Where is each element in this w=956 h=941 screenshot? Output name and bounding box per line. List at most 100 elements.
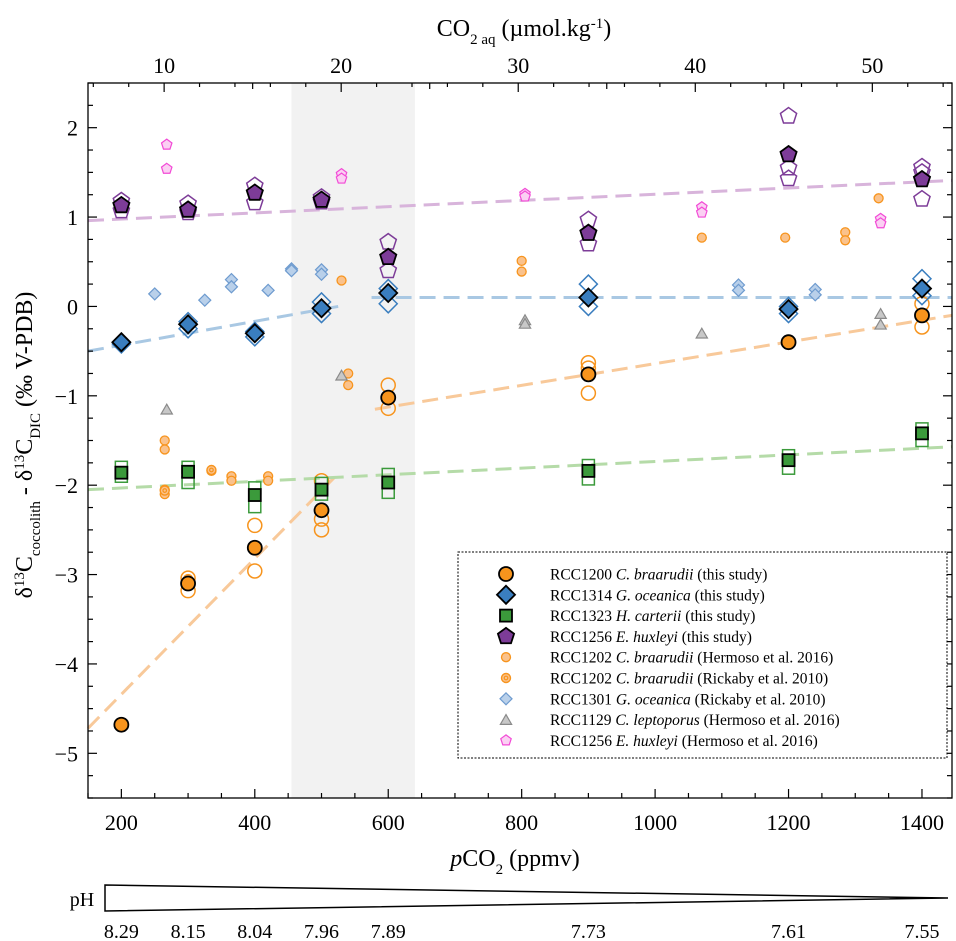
legend-marker	[498, 566, 514, 582]
legend-label: RCC1202 C. braarudii (Rickaby et al. 201…	[550, 671, 828, 688]
replicate-point	[247, 563, 263, 579]
top-axis-title: CO2 aq (µmol.kg-1)	[437, 16, 611, 48]
replicate-point	[578, 274, 599, 295]
top-tick-label: 40	[684, 53, 706, 78]
y-axis-title: δ13Ccoccolith - δ13CDIC (‰ V-PDB)	[12, 292, 44, 599]
data-point	[334, 369, 349, 381]
data-point	[808, 287, 823, 302]
replicate-point	[579, 234, 598, 252]
legend-marker	[499, 713, 513, 725]
x-tick-label: 1000	[633, 810, 677, 835]
trend-line-braarudii-low	[86, 472, 340, 730]
x-tick-label: 1200	[767, 810, 811, 835]
trend-lines	[86, 178, 953, 730]
data-point	[336, 275, 347, 286]
legend-marker	[496, 626, 516, 645]
y-tick-label: −4	[55, 652, 78, 677]
replicates-RCC1200	[180, 296, 930, 599]
mean-point	[912, 169, 932, 188]
legend-label: RCC1323 H. carterii (this study)	[550, 608, 755, 625]
legend-label: RCC1200 C. braarudii (this study)	[550, 567, 767, 584]
mean-point	[579, 223, 598, 241]
x-tick-label: 1400	[900, 810, 944, 835]
mean-point	[312, 190, 331, 208]
ph-value: 7.96	[304, 921, 339, 941]
data-point	[261, 283, 275, 298]
ph-value: 7.73	[571, 921, 606, 941]
mean-point	[245, 183, 264, 201]
ph-value: 7.89	[371, 921, 406, 941]
data-point	[731, 283, 746, 298]
replicate-point	[580, 385, 597, 401]
means-RCC1256	[112, 144, 932, 266]
replicate-point	[248, 499, 262, 514]
mean-point	[581, 463, 596, 478]
data-point	[147, 287, 162, 301]
mean-point	[246, 539, 263, 556]
mean-point	[911, 278, 933, 299]
ph-wedge	[104, 884, 949, 912]
series-RCC1202-small-circle	[159, 193, 884, 500]
legend-label: RCC1256 E. huxleyi (Hermoso et al. 2016)	[550, 733, 818, 750]
data-point	[518, 317, 532, 329]
legend: RCC1200 C. braarudii (this study) RCC1314…	[457, 551, 948, 759]
y-tick-label: 1	[67, 205, 78, 230]
legend-label: RCC1256 E. huxleyi (this study)	[550, 629, 752, 646]
data-point	[516, 266, 527, 277]
mean-point	[181, 464, 195, 479]
data-point	[873, 307, 888, 319]
legend-marker	[499, 691, 513, 706]
replicate-point	[313, 522, 330, 538]
ph-values: 8.29 8.15 8.04 7.96 7.89 7.73 7.61 7.55	[104, 921, 940, 941]
ph-value: 8.15	[171, 921, 206, 941]
mean-point	[314, 482, 329, 497]
mean-point	[377, 282, 399, 304]
mean-point	[112, 195, 131, 214]
mean-point	[915, 426, 929, 441]
data-point	[780, 232, 791, 243]
data-point	[160, 162, 173, 174]
top-tick-label: 50	[861, 53, 883, 78]
data-point	[197, 293, 212, 308]
shaded-band-rect	[291, 83, 415, 798]
data-point	[695, 206, 708, 218]
mean-point	[578, 287, 599, 308]
legend-marker	[499, 608, 513, 623]
trend-line-oceanica-low	[87, 304, 339, 353]
legend-label: RCC1129 C. leptoporus (Hermoso et al. 20…	[550, 712, 840, 729]
means-RCC1323	[114, 426, 929, 502]
mean-point	[580, 366, 597, 383]
data-point	[206, 464, 217, 476]
data-point	[160, 138, 173, 150]
y-tick-label: 0	[67, 294, 78, 319]
data-point	[159, 444, 170, 455]
x-tick-label: 400	[238, 810, 271, 835]
data-point	[284, 263, 299, 278]
ring-outer	[500, 672, 512, 684]
series-RCC1301-small-diamond	[147, 262, 823, 308]
replicate-point	[245, 193, 264, 211]
data-point	[695, 327, 709, 339]
mean-point	[313, 502, 330, 519]
means-RCC1314	[111, 278, 933, 353]
data-point	[873, 193, 884, 204]
means-RCC1200	[113, 307, 930, 733]
y-tick-label: −2	[55, 473, 78, 498]
legend-label: RCC1202 C. braarudii (Hermoso et al. 201…	[550, 650, 833, 667]
mean-point	[247, 488, 262, 502]
data-point	[335, 172, 348, 184]
mean-point	[244, 322, 266, 344]
ring-outer	[159, 485, 170, 496]
mean-point	[177, 314, 199, 335]
mean-point	[180, 575, 196, 592]
mean-point	[111, 331, 132, 353]
ph-value: 8.04	[237, 921, 272, 941]
data-point	[696, 232, 707, 243]
ring-inner	[503, 675, 509, 681]
y-tick-label: −5	[55, 741, 78, 766]
legend-box	[457, 551, 948, 759]
ph-label: pH	[70, 889, 94, 911]
mean-point	[779, 144, 798, 163]
ph-value: 7.61	[771, 921, 806, 941]
data-point	[224, 279, 239, 294]
